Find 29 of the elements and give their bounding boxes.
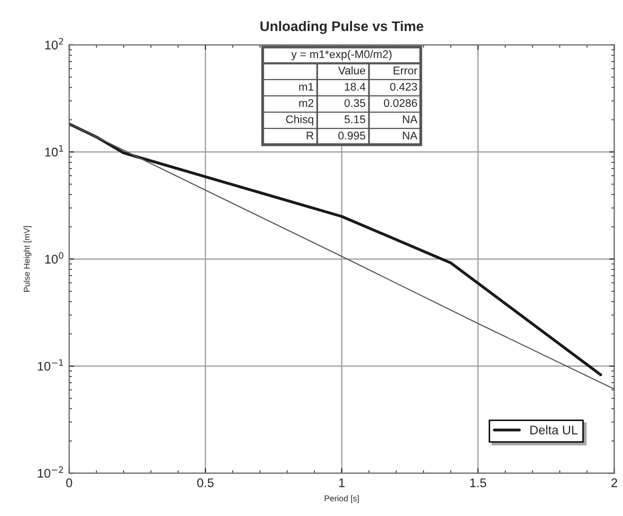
y-axis-title: Pulse Height [mV] — [24, 226, 32, 292]
annotation: Chisq — [286, 115, 314, 126]
annotation: 0.995 — [338, 132, 366, 140]
y-tick-label: 10$^{−2}$ — [38, 466, 63, 478]
annotation: m1 — [299, 82, 314, 91]
y-tick-label: 10$^{2}$ — [45, 38, 64, 50]
x-tick-label: 0 — [66, 478, 72, 488]
legend-label: Delta UL — [530, 425, 578, 434]
annotation: 0.423 — [390, 82, 417, 91]
annotation: R — [306, 132, 314, 140]
annotation: Error — [394, 66, 418, 74]
annotation: NA — [402, 116, 418, 124]
y-tick-label: 10$^{1}$ — [45, 145, 64, 157]
y-tick-label: 10$^{0}$ — [45, 252, 64, 264]
annotation: 0.35 — [344, 99, 366, 107]
annotation: y = m1*exp(-M0/m2) — [291, 50, 392, 60]
annotation: m2 — [299, 99, 314, 107]
chart-title: Unloading Pulse vs Time — [260, 20, 424, 34]
annotation: 0.0286 — [384, 99, 418, 107]
annotation: NA — [402, 132, 418, 140]
x-tick-label: 1 — [339, 478, 345, 488]
x-tick-label: 0.5 — [197, 478, 214, 488]
x-tick-label: 2 — [611, 478, 618, 488]
x-axis-title: Period [s] — [324, 495, 359, 504]
annotation: 18.4 — [344, 82, 366, 91]
x-tick-label: 1.5 — [470, 478, 486, 488]
annotation: 5.15 — [344, 116, 366, 124]
annotation: Value — [338, 66, 366, 74]
y-tick-label: 10$^{−1}$ — [38, 359, 64, 371]
